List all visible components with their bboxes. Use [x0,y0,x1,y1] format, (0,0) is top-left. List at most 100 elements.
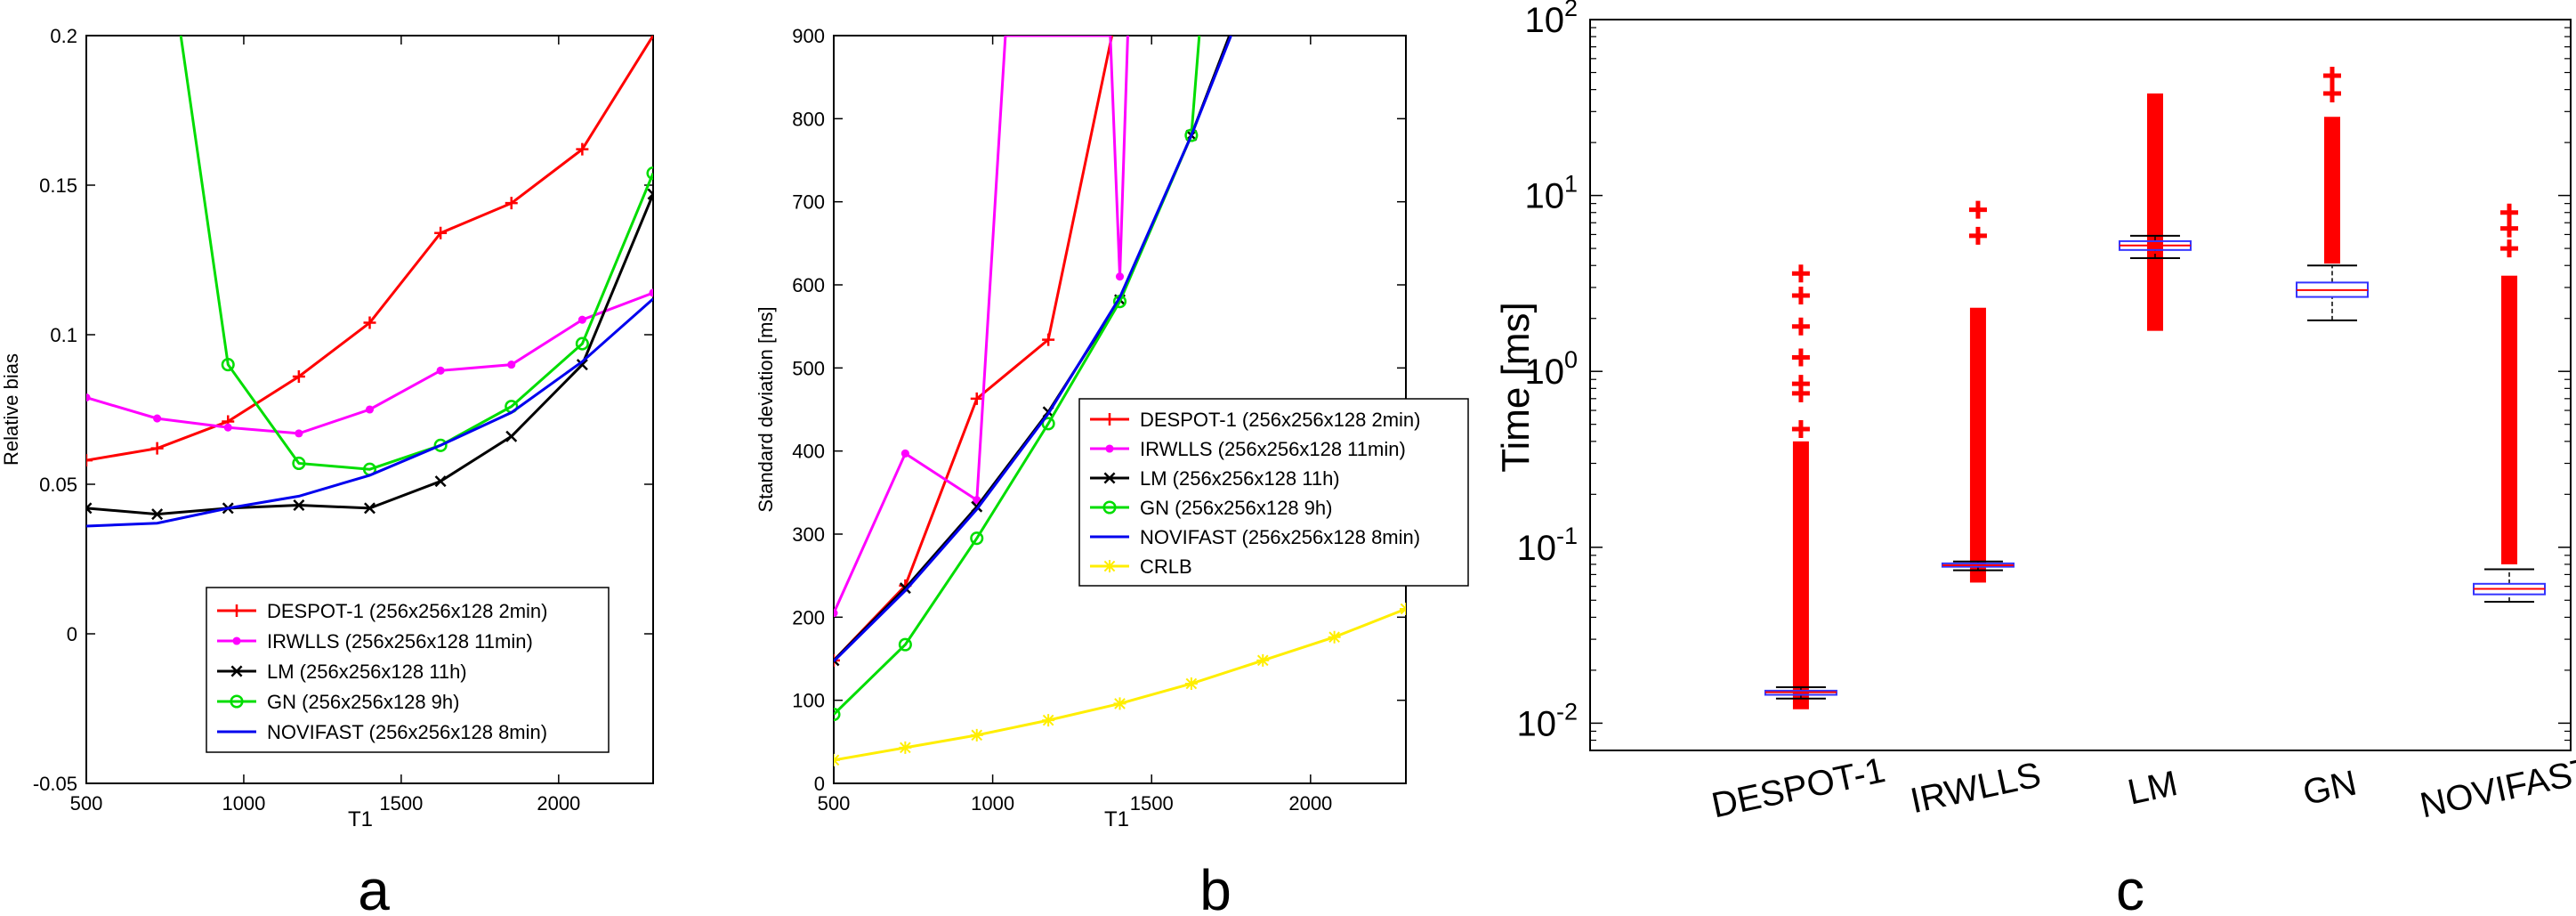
legend-irwlls-label: IRWLLS (256x256x128 11min) [1140,438,1406,460]
series-crlb-point [1042,714,1055,727]
box-irwlls-outlier [1968,226,1987,245]
y-tick-label: 0.15 [39,174,77,197]
x-tick-label: 500 [818,792,851,815]
y-tick-label: -0.05 [33,773,77,795]
series-irwlls-point [153,414,162,423]
series-irwlls-point [436,366,445,375]
x-tick-label: 1500 [1130,792,1174,815]
series-irwlls-point [834,609,838,618]
series-novifast-line [834,36,1232,662]
box-irwlls-outlier [1968,200,1987,219]
y-tick-label: 10-1 [1516,523,1578,568]
box-lm-outlier-band [2146,93,2163,331]
panel-b-ticks: 500 1000 1500 2000 0 100 200 300 400 500 600 700 800… [792,25,1406,815]
legend-despot-1-marker [230,604,243,617]
box-novifast-outlier [2500,203,2519,222]
panel-a-ylabel: Relative bias [0,353,22,466]
series-gn-line [179,36,653,471]
series-irwlls-point [295,429,303,438]
x-tick-label: 1000 [971,792,1014,815]
y-tick-exponent: 2 [1564,0,1578,21]
series-gn-point [575,336,589,351]
legend-irwlls-label: IRWLLS (256x256x128 11min) [267,630,533,653]
y-tick-label: 10-2 [1516,698,1578,743]
box-despot-1-outlier [1791,264,1810,283]
series-lm-point [293,499,305,512]
panel-b-ylabel: Standard deviation [ms] [755,306,777,512]
series-irwlls-point [365,405,375,414]
series-gn-point [970,531,984,546]
box-novifast-outlier [2500,219,2519,238]
y-tick-label: 101 [1524,171,1578,216]
panel-a-ticks: 500 1000 1500 2000 -0.05 0 0.05 0.1 0.15 0.2 [33,25,653,815]
series-irwlls-point [507,361,516,369]
series-lm-point [434,475,447,488]
box-irwlls-outlier-band [1969,307,1986,583]
series-crlb-point [1328,630,1341,644]
series-irwlls-point [649,288,653,297]
series-gn-point [898,637,912,652]
legend-despot-1-label: DESPOT-1 (256x256x128 2min) [267,600,548,622]
series-lm-point [647,188,653,200]
series-despot-1-point [150,442,164,455]
panel-b-legend-entries: DESPOT-1 (256x256x128 2min) IRWLLS (256x2… [1090,409,1421,578]
panel-a-legend: DESPOT-1 (256x256x128 2min) IRWLLS (256x2… [206,587,610,753]
panel-a-legend-box [206,587,610,753]
panel-c-boxes [1764,66,2547,709]
y-tick-label: 400 [792,441,825,463]
legend-irwlls-marker [1105,444,1114,453]
panel-a-legend-entries: DESPOT-1 (256x256x128 2min) IRWLLS (256x2… [217,600,548,743]
y-tick-label: 300 [792,523,825,546]
legend-crlb-marker [1103,560,1116,572]
series-irwlls-point [577,315,586,324]
x-tick-label: 2000 [537,792,580,815]
series-despot-1-point [505,197,518,210]
series-crlb-point [970,728,983,742]
legend-lm-label: LM (256x256x128 11h) [267,661,467,683]
series-gn-point [646,166,653,181]
series-gn-point [221,358,235,372]
series-despot-1-point [970,392,983,405]
panel-c-label: c [2116,858,2144,916]
series-irwlls-point [900,449,909,458]
y-tick-label: 900 [792,25,825,47]
y-tick-label: 0 [814,773,825,795]
panel-b-xlabel: T1 [1104,807,1129,831]
y-tick-base: 10 [1516,704,1556,743]
series-lm-point [576,359,588,371]
y-tick-exponent: 1 [1564,171,1578,198]
series-crlb-point [899,741,912,754]
series-crlb-point [1256,653,1270,667]
series-irwlls-point [223,423,232,432]
box-despot-1-outlier [1791,375,1810,393]
panel-c-plot-area [1589,19,2572,751]
series-despot-1-point [576,142,589,156]
y-tick-label: 600 [792,274,825,296]
y-tick-label: 0 [67,623,77,645]
y-tick-label: 102 [1524,0,1578,40]
series-group [86,36,653,528]
y-tick-label: 0.1 [50,324,77,346]
box-gn-outlier [2322,85,2341,103]
y-tick-exponent: -2 [1556,698,1578,725]
y-tick-base: 10 [1524,177,1564,216]
y-tick-label: 800 [792,108,825,130]
x-tick-label: 1500 [379,792,423,815]
legend-novifast-label: NOVIFAST (256x256x128 8min) [1140,526,1420,548]
box-gn-outlier-band [2323,117,2340,264]
x-tick-label: 2000 [1288,792,1332,815]
box-despot-1-outlier-band [1792,441,1809,709]
series-lm-point [151,508,164,521]
box-despot-1-outlier [1791,419,1810,438]
panel-a-bias-chart: 500 1000 1500 2000 -0.05 0 0.05 0.1 0.15 0.2 T1 R… [0,25,654,916]
y-tick-exponent: 0 [1564,346,1578,373]
panel-b-legend: DESPOT-1 (256x256x128 2min) IRWLLS (256x2… [1078,398,1469,587]
legend-irwlls-marker [232,636,241,645]
y-tick-exponent: -1 [1556,523,1578,549]
legend-lm-marker [230,665,243,677]
legend-crlb-label: CRLB [1140,555,1192,578]
panel-a-xlabel: T1 [348,807,373,831]
series-despot-1-point [86,454,93,467]
